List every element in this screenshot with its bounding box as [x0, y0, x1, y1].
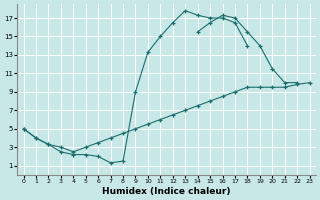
- X-axis label: Humidex (Indice chaleur): Humidex (Indice chaleur): [102, 187, 231, 196]
